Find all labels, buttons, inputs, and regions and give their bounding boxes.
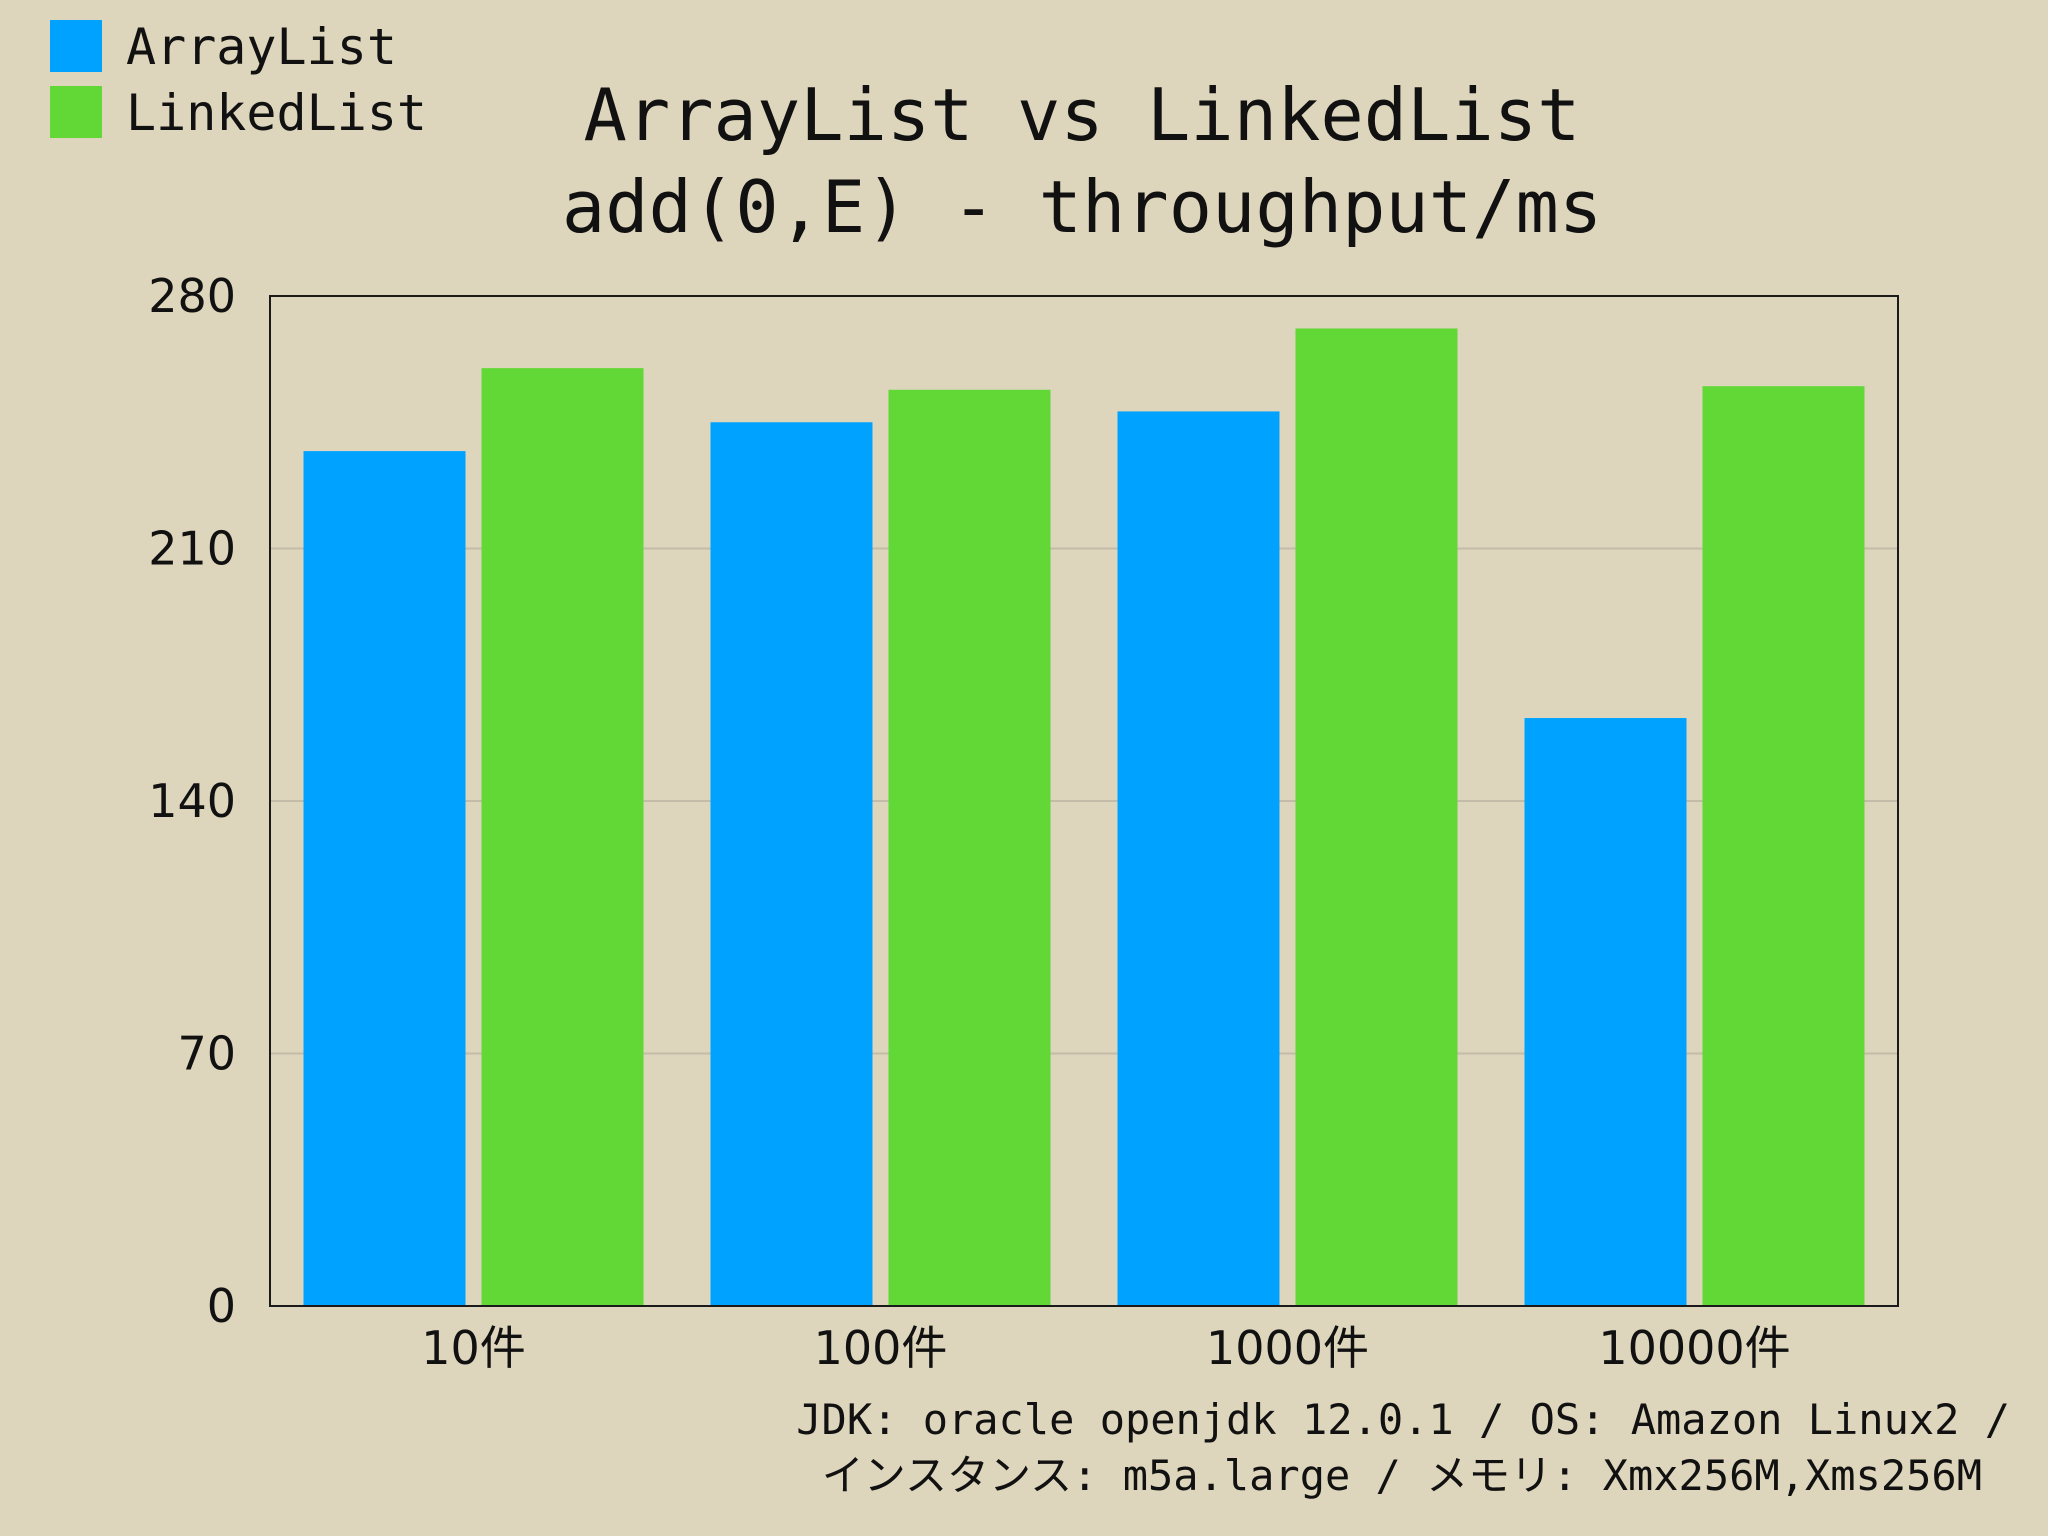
y-tick-label: 0 [207,1279,236,1333]
legend-swatch-arraylist [50,20,102,72]
y-tick-label: 140 [148,774,236,828]
x-tick-label: 1000件 [1206,1321,1369,1375]
legend-label-linkedlist: LinkedList [126,84,427,142]
x-tick-label: 10000件 [1598,1321,1790,1375]
legend-swatch-linkedlist [50,86,102,138]
bar-arraylist-3 [1524,718,1687,1306]
bar-arraylist-2 [1117,411,1280,1306]
y-tick-label: 210 [148,522,236,576]
footnote-line-1: JDK: oracle openjdk 12.0.1 / OS: Amazon … [796,1395,2010,1444]
chart-title-line-1: ArrayList vs LinkedList [584,73,1581,157]
bar-linkedlist-0 [481,368,644,1307]
x-tick-label: 100件 [814,1321,948,1375]
footnote-line-2: インスタンス: m5a.large / メモリ: Xmx256M,Xms256M [822,1451,1982,1500]
plot-frame [269,295,1899,1307]
y-tick-labels: 0 70 140 210 280 [148,269,236,1333]
bar-linkedlist-2 [1295,328,1458,1306]
x-tick-label: 10件 [421,1321,526,1375]
y-tick-label: 280 [148,269,236,323]
bar-arraylist-0 [303,451,466,1306]
chart-title-line-2: add(0,E) - throughput/ms [562,165,1602,249]
legend-label-arraylist: ArrayList [126,18,397,76]
bars [303,328,1865,1307]
legend: ArrayList LinkedList [50,18,427,142]
x-tick-labels: 10件 100件 1000件 10000件 [421,1321,1790,1375]
bar-linkedlist-1 [888,389,1051,1306]
bar-arraylist-1 [710,422,873,1306]
bar-linkedlist-3 [1702,386,1865,1306]
y-tick-label: 70 [177,1027,236,1081]
